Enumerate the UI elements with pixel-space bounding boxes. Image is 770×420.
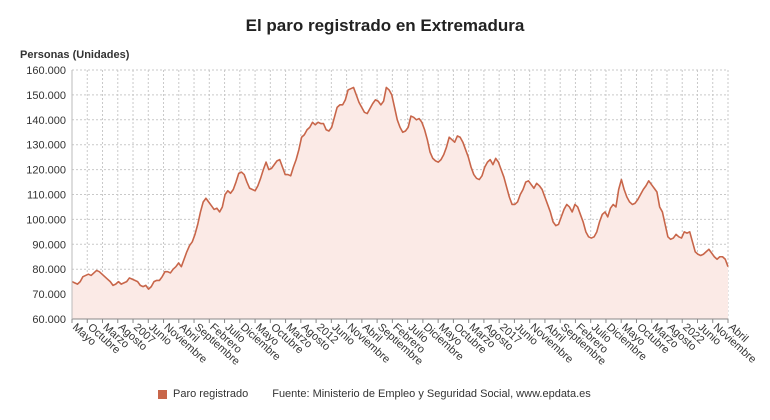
- y-tick-label: 150.000: [26, 90, 66, 102]
- series-area-fill: [72, 87, 728, 320]
- area-layer: [71, 86, 729, 320]
- y-tick-label: 130.000: [26, 140, 66, 152]
- y-axis-label: Personas (Unidades): [20, 49, 130, 61]
- y-tick-label: 60.000: [32, 314, 66, 326]
- legend: Paro registrado Fuente: Ministerio de Em…: [158, 388, 591, 400]
- source-note: Fuente: Ministerio de Empleo y Seguridad…: [272, 388, 591, 400]
- series-line: [71, 86, 729, 290]
- chart-title: El paro registrado en Extremadura: [245, 16, 525, 35]
- legend-swatch: [158, 389, 167, 399]
- legend-label: Paro registrado: [173, 388, 249, 400]
- y-tick-label: 140.000: [26, 115, 66, 127]
- y-tick-label: 100.000: [26, 214, 66, 226]
- y-tick-label: 120.000: [26, 165, 66, 177]
- y-tick-label: 110.000: [27, 190, 66, 202]
- y-tick-label: 70.000: [32, 289, 66, 301]
- y-tick-label: 80.000: [32, 264, 66, 276]
- y-tick-label: 90.000: [32, 239, 66, 251]
- axis-layer: [71, 70, 729, 323]
- y-tick-label: 160.000: [26, 65, 66, 77]
